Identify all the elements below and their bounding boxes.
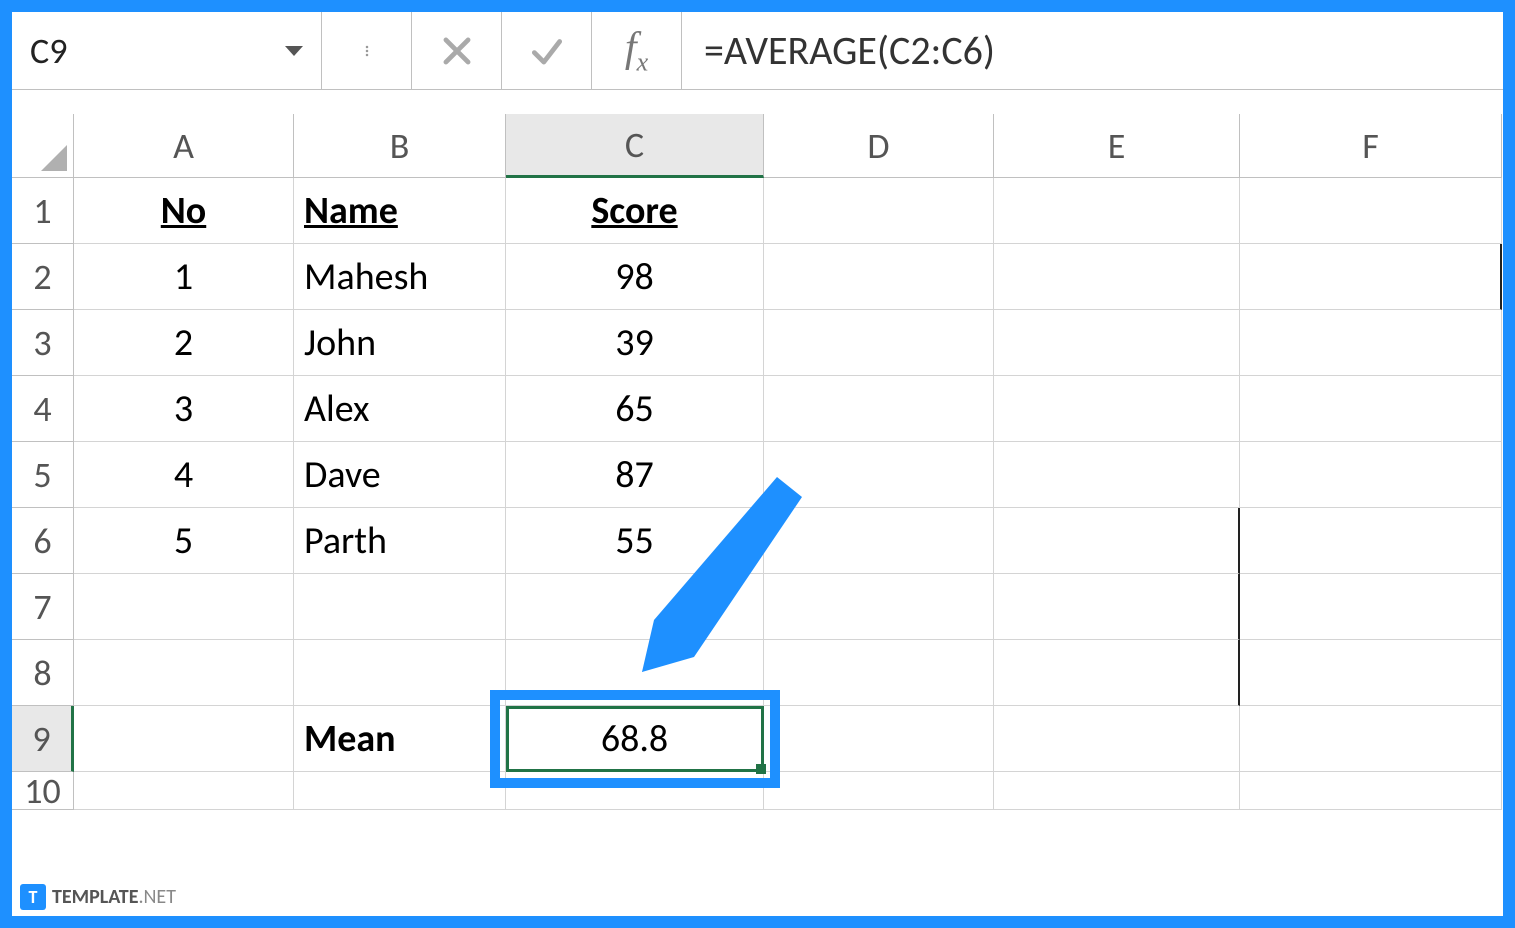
cell-F9[interactable] <box>1240 706 1502 772</box>
cell-E2[interactable] <box>994 244 1240 310</box>
cell-E10[interactable] <box>994 772 1240 810</box>
cell-C9[interactable]: 68.8 <box>506 706 764 772</box>
cell-F6[interactable] <box>1240 508 1502 574</box>
name-box-value: C9 <box>30 29 67 73</box>
cell-F10[interactable] <box>1240 772 1502 810</box>
cell-F4[interactable] <box>1240 376 1502 442</box>
spacer <box>12 90 1503 114</box>
row-header-5[interactable]: 5 <box>12 442 74 508</box>
cell-B2[interactable]: Mahesh <box>294 244 506 310</box>
cell-B8[interactable] <box>294 640 506 706</box>
cell-C6[interactable]: 55 <box>506 508 764 574</box>
cell-F7[interactable] <box>1240 574 1502 640</box>
cell-E5[interactable] <box>994 442 1240 508</box>
name-box[interactable]: C9 <box>12 12 322 89</box>
row-header-1[interactable]: 1 <box>12 178 74 244</box>
cell-F2[interactable] <box>1240 244 1502 310</box>
column-header-D[interactable]: D <box>764 114 994 178</box>
cell-A1[interactable]: No <box>74 178 294 244</box>
cell-E3[interactable] <box>994 310 1240 376</box>
row-header-7[interactable]: 7 <box>12 574 74 640</box>
watermark: T TEMPLATE.NET <box>20 884 176 910</box>
cell-D4[interactable] <box>764 376 994 442</box>
row-header-4[interactable]: 4 <box>12 376 74 442</box>
cell-F1[interactable] <box>1240 178 1502 244</box>
cell-C4[interactable]: 65 <box>506 376 764 442</box>
formula-bar-expand-button[interactable] <box>322 12 412 89</box>
cell-D8[interactable] <box>764 640 994 706</box>
cell-A7[interactable] <box>74 574 294 640</box>
cell-A8[interactable] <box>74 640 294 706</box>
row-header-8[interactable]: 8 <box>12 640 74 706</box>
insert-function-button[interactable]: fx <box>592 12 682 89</box>
cell-C3[interactable]: 39 <box>506 310 764 376</box>
cell-F8[interactable] <box>1240 640 1502 706</box>
row-header-9[interactable]: 9 <box>12 706 74 772</box>
cell-B3[interactable]: John <box>294 310 506 376</box>
cell-C1[interactable]: Score <box>506 178 764 244</box>
fx-icon: fx <box>625 24 648 77</box>
column-header-A[interactable]: A <box>74 114 294 178</box>
cell-D3[interactable] <box>764 310 994 376</box>
row-header-2[interactable]: 2 <box>12 244 74 310</box>
formula-input[interactable]: =AVERAGE(C2:C6) <box>682 12 1503 89</box>
cell-B9[interactable]: Mean <box>294 706 506 772</box>
cell-E6[interactable] <box>994 508 1240 574</box>
cell-B7[interactable] <box>294 574 506 640</box>
column-header-C[interactable]: C <box>506 114 764 178</box>
chevron-down-icon[interactable] <box>285 46 303 56</box>
cell-B5[interactable]: Dave <box>294 442 506 508</box>
watermark-text-bold: TEMPLATE <box>52 885 138 909</box>
cancel-formula-button[interactable] <box>412 12 502 89</box>
watermark-text-light: .NET <box>138 885 175 909</box>
cell-E9[interactable] <box>994 706 1240 772</box>
cell-C10[interactable] <box>506 772 764 810</box>
cell-A10[interactable] <box>74 772 294 810</box>
column-header-B[interactable]: B <box>294 114 506 178</box>
enter-formula-button[interactable] <box>502 12 592 89</box>
cell-C8[interactable] <box>506 640 764 706</box>
formula-bar: C9 fx =AVERAGE(C2:C6) <box>12 12 1503 90</box>
cell-D5[interactable] <box>764 442 994 508</box>
cell-D7[interactable] <box>764 574 994 640</box>
cell-A5[interactable]: 4 <box>74 442 294 508</box>
cell-E8[interactable] <box>994 640 1240 706</box>
cell-A4[interactable]: 3 <box>74 376 294 442</box>
row-header-3[interactable]: 3 <box>12 310 74 376</box>
cell-A2[interactable]: 1 <box>74 244 294 310</box>
row-header-10[interactable]: 10 <box>12 772 74 810</box>
cell-E1[interactable] <box>994 178 1240 244</box>
cell-A9[interactable] <box>74 706 294 772</box>
cell-D6[interactable] <box>764 508 994 574</box>
cell-A3[interactable]: 2 <box>74 310 294 376</box>
cell-B1[interactable]: Name <box>294 178 506 244</box>
column-header-F[interactable]: F <box>1240 114 1502 178</box>
cell-E7[interactable] <box>994 574 1240 640</box>
select-all-corner[interactable] <box>12 114 74 178</box>
cell-A6[interactable]: 5 <box>74 508 294 574</box>
spreadsheet-grid[interactable]: A B C D E F 1 No Name Score 2 1 Mahesh 9… <box>12 114 1503 810</box>
cell-C7[interactable] <box>506 574 764 640</box>
cell-B10[interactable] <box>294 772 506 810</box>
cell-F5[interactable] <box>1240 442 1502 508</box>
cell-D2[interactable] <box>764 244 994 310</box>
cell-E4[interactable] <box>994 376 1240 442</box>
formula-text: =AVERAGE(C2:C6) <box>704 26 995 75</box>
cell-D1[interactable] <box>764 178 994 244</box>
cell-B4[interactable]: Alex <box>294 376 506 442</box>
cell-C5[interactable]: 87 <box>506 442 764 508</box>
cell-D9[interactable] <box>764 706 994 772</box>
cell-F3[interactable] <box>1240 310 1502 376</box>
cell-D10[interactable] <box>764 772 994 810</box>
column-header-E[interactable]: E <box>994 114 1240 178</box>
cell-C2[interactable]: 98 <box>506 244 764 310</box>
watermark-logo-icon: T <box>20 884 46 910</box>
cell-B6[interactable]: Parth <box>294 508 506 574</box>
row-header-6[interactable]: 6 <box>12 508 74 574</box>
